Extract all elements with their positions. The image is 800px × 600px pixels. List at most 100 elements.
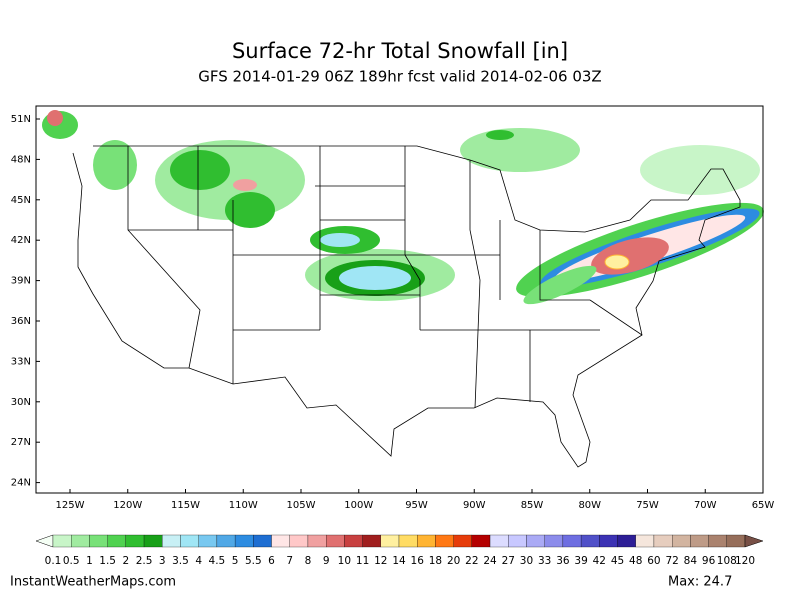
lon-labels: 125W 120W 115W 110W 105W 100W 95W 90W 85W 80W 75W 7… bbox=[56, 489, 775, 511]
colorbar-box bbox=[271, 534, 290, 548]
colorbar-label: 96 bbox=[702, 555, 716, 567]
colorbar-label: 20 bbox=[447, 555, 460, 567]
colorbar-label: 14 bbox=[392, 555, 406, 567]
colorbar-box bbox=[690, 534, 709, 548]
colorbar-label: 45 bbox=[611, 555, 624, 567]
lon-label: 85W bbox=[521, 500, 544, 511]
colorbar-box bbox=[708, 534, 727, 548]
colorbar-label: 33 bbox=[538, 555, 551, 567]
colorbar-label: 1.5 bbox=[99, 555, 116, 567]
coastline bbox=[72, 145, 741, 468]
colorbar-box bbox=[344, 534, 363, 548]
colorbar-box bbox=[52, 534, 72, 548]
colorbar-label: 42 bbox=[593, 555, 606, 567]
colorbar-box bbox=[125, 534, 145, 548]
colorbar-box bbox=[162, 534, 181, 548]
lon-label: 75W bbox=[636, 500, 659, 511]
colorbar-box bbox=[216, 534, 236, 548]
subtitle: GFS 2014-01-29 06Z 189hr fcst valid 2014… bbox=[198, 68, 601, 86]
colorbar-box bbox=[307, 534, 327, 548]
colorbar-label: 6 bbox=[268, 555, 275, 567]
lat-label: 33N bbox=[11, 356, 31, 367]
lon-label: 95W bbox=[405, 500, 428, 511]
colorbar-label: 4 bbox=[195, 555, 202, 567]
colorbar-label: 16 bbox=[411, 555, 425, 567]
colorbar-label: 72 bbox=[665, 555, 678, 567]
lon-label: 65W bbox=[752, 500, 775, 511]
colorbar: 0.1 0.5 1 1.5 2 2.5 3 3.5 4 4.5 5 5.5 6 7 8 9 10 11 12 14 16… bbox=[35, 534, 764, 567]
colorbar-label: 108 bbox=[717, 555, 737, 567]
colorbar-label: 5.5 bbox=[245, 555, 262, 567]
map bbox=[35, 105, 764, 494]
colorbar-label: 8 bbox=[305, 555, 312, 567]
lon-label: 100W bbox=[344, 500, 373, 511]
lat-label: 27N bbox=[11, 437, 31, 448]
colorbar-label: 36 bbox=[556, 555, 570, 567]
colorbar-label: 1 bbox=[86, 555, 93, 567]
lat-label: 36N bbox=[11, 316, 31, 327]
colorbar-label: 120 bbox=[735, 555, 755, 567]
colorbar-box bbox=[726, 534, 746, 548]
colorbar-box bbox=[380, 534, 400, 548]
lon-label: 125W bbox=[56, 500, 85, 511]
colorbar-box bbox=[489, 534, 509, 548]
lon-label: 110W bbox=[229, 500, 258, 511]
colorbar-label: 11 bbox=[356, 555, 369, 567]
lat-label: 45N bbox=[11, 195, 31, 206]
lat-label: 39N bbox=[11, 276, 31, 287]
colorbar-box bbox=[180, 534, 199, 548]
colorbar-box bbox=[526, 534, 545, 548]
colorbar-label: 10 bbox=[338, 555, 351, 567]
colorbar-label: 3.5 bbox=[172, 555, 189, 567]
colorbar-box bbox=[508, 534, 527, 548]
colorbar-box bbox=[398, 534, 418, 548]
colorbar-label: 12 bbox=[374, 555, 387, 567]
lon-label: 105W bbox=[287, 500, 316, 511]
colorbar-label: 5 bbox=[232, 555, 239, 567]
colorbar-box bbox=[562, 534, 582, 548]
colorbar-label: 2 bbox=[122, 555, 129, 567]
colorbar-label: 39 bbox=[574, 555, 587, 567]
colorbar-box bbox=[362, 534, 381, 548]
colorbar-box bbox=[672, 534, 691, 548]
lat-labels: 51N 48N 45N 42N 39N 36N 33N 30N 27N 24N bbox=[11, 114, 40, 489]
lat-label: 48N bbox=[11, 154, 31, 165]
colorbar-box bbox=[71, 534, 90, 548]
colorbar-label: 9 bbox=[323, 555, 330, 567]
colorbar-box bbox=[326, 534, 345, 548]
colorbar-label: 84 bbox=[684, 555, 698, 567]
colorbar-label: 7 bbox=[286, 555, 293, 567]
colorbar-box bbox=[580, 534, 600, 548]
colorbar-box bbox=[234, 534, 254, 548]
lon-label: 80W bbox=[578, 500, 601, 511]
colorbar-label: 22 bbox=[465, 555, 478, 567]
colorbar-label: 48 bbox=[629, 555, 642, 567]
colorbar-box bbox=[544, 534, 564, 548]
colorbar-box bbox=[471, 534, 491, 548]
colorbar-label: 4.5 bbox=[209, 555, 226, 567]
state-lines bbox=[127, 146, 643, 409]
colorbar-box bbox=[435, 534, 454, 548]
colorbar-label: 24 bbox=[483, 555, 497, 567]
site-credit: InstantWeatherMaps.com bbox=[10, 575, 176, 590]
colorbar-under bbox=[35, 534, 54, 548]
colorbar-box bbox=[143, 534, 163, 548]
colorbar-label: 0.1 bbox=[45, 555, 62, 567]
max-value: Max: 24.7 bbox=[668, 575, 732, 590]
colorbar-box bbox=[617, 534, 636, 548]
colorbar-box bbox=[253, 534, 272, 548]
colorbar-label: 30 bbox=[520, 555, 533, 567]
snow-field bbox=[42, 110, 764, 305]
colorbar-box bbox=[653, 534, 673, 548]
lat-label: 51N bbox=[11, 114, 31, 125]
lat-label: 42N bbox=[11, 235, 31, 246]
lon-label: 115W bbox=[171, 500, 200, 511]
lon-label: 120W bbox=[113, 500, 142, 511]
title: Surface 72-hr Total Snowfall [in] bbox=[232, 39, 568, 63]
colorbar-label: 2.5 bbox=[136, 555, 153, 567]
lat-label: 24N bbox=[11, 478, 31, 489]
colorbar-box bbox=[107, 534, 126, 548]
map-frame bbox=[35, 105, 764, 494]
